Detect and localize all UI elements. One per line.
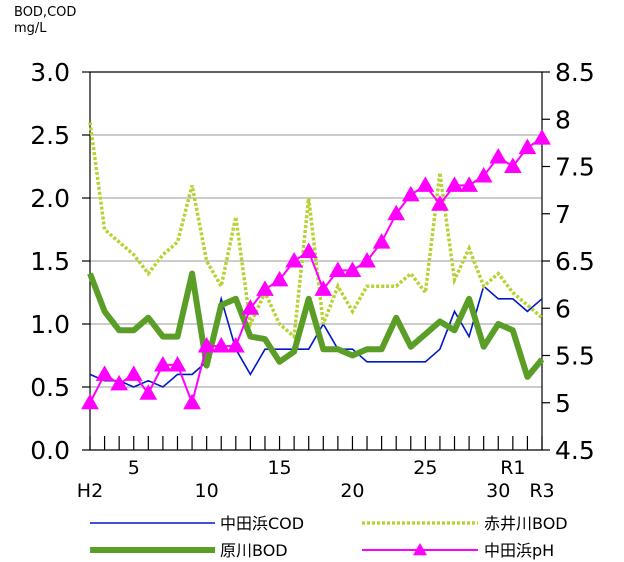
right-axis-tick-label: 6 [555, 294, 571, 323]
ph-data-point [416, 176, 435, 192]
legend-ph-marker [413, 543, 427, 556]
left-axis-unit-label: BOD,COD mg/L [14, 5, 76, 37]
right-axis-tick-label: 7.5 [555, 153, 595, 182]
ph-data-point [299, 242, 318, 259]
series-line-triangle [89, 137, 543, 407]
ph-data-point [270, 270, 289, 287]
ph-data-point [314, 280, 333, 296]
right-axis-tick-label: 4.5 [555, 436, 595, 465]
ph-data-point [518, 138, 537, 155]
x-axis-tick-label: 15 [267, 457, 291, 479]
x-axis-tick-label: R1 [500, 457, 525, 479]
x-axis-tick-label: H2 [77, 480, 103, 502]
ph-data-point [81, 393, 99, 410]
x-axis-tick-label: R3 [529, 480, 554, 502]
left-axis-tick-label: 0.0 [30, 436, 70, 465]
left-axis-tick-label: 2.0 [30, 184, 70, 213]
ph-data-point [329, 261, 347, 277]
ph-data-point [197, 337, 216, 353]
x-axis-tick-label: 5 [128, 457, 140, 479]
ph-data-point [372, 233, 391, 249]
left-axis-tick-label: 0.5 [30, 373, 70, 402]
left-axis-tick-label: 1.0 [30, 310, 70, 339]
left-axis-tick-label: 2.5 [30, 121, 70, 150]
ph-data-point [460, 176, 478, 192]
ph-data-point [183, 393, 201, 410]
ph-data-point [431, 195, 449, 211]
ph-data-point [489, 148, 508, 164]
right-axis-tick-label: 7 [555, 200, 571, 229]
legend-label: 中田浜pH [484, 541, 554, 560]
left-axis-tick-label: 1.5 [30, 247, 70, 276]
right-axis-tick-label: 8 [555, 105, 571, 134]
left-axis-unit-line2: mg/L [14, 21, 47, 36]
ph-data-point [212, 337, 231, 353]
right-axis-tick-label: 6.5 [555, 247, 595, 276]
ph-data-point [124, 365, 143, 381]
ph-data-point [95, 365, 114, 381]
legend-label: 原川BOD [220, 541, 288, 560]
ph-data-point [139, 384, 158, 400]
ph-data-point [445, 176, 464, 192]
x-axis-tick-label: 25 [413, 457, 437, 479]
right-axis-tick-label: 5.5 [555, 342, 595, 371]
x-axis-tick-label: 20 [340, 480, 364, 502]
series-line-dotted [88, 122, 544, 341]
ph-data-point [401, 185, 420, 202]
ph-data-point [256, 280, 274, 296]
ph-data-point [343, 261, 362, 277]
x-axis-tick-label: 30 [486, 480, 510, 502]
ph-data-point [533, 129, 551, 145]
legend-label: 中田浜COD [220, 514, 304, 533]
ph-data-point [154, 355, 172, 372]
ph-data-point [110, 374, 129, 391]
right-axis-tick-label: 5 [555, 389, 571, 418]
ph-data-point [226, 337, 245, 353]
ph-data-point [358, 251, 376, 268]
legend-label: 赤井川BOD [484, 514, 568, 533]
ph-data-point [387, 204, 406, 221]
left-axis-unit-line1: BOD,COD [14, 5, 77, 20]
ph-data-point [168, 355, 187, 372]
ph-data-point [285, 251, 303, 268]
ph-data-point [503, 157, 522, 173]
x-axis-tick-label: 10 [195, 480, 219, 502]
ph-data-point [474, 166, 493, 183]
series-line-thick [87, 270, 545, 380]
ph-data-point [241, 299, 260, 315]
left-axis-tick-label: 3.0 [30, 58, 70, 87]
series-line-thin [89, 284, 543, 388]
right-axis-tick-label: 8.5 [555, 58, 595, 87]
